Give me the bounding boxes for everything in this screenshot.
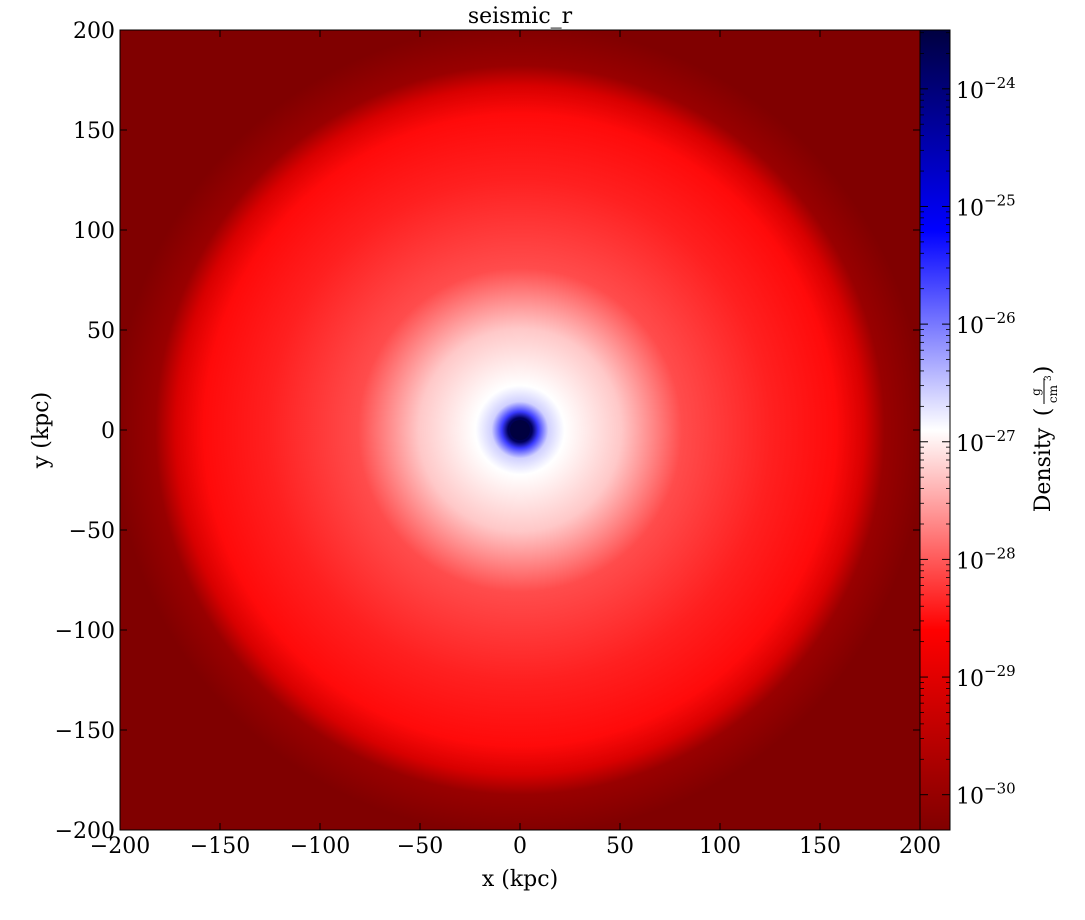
y-axis-label: y (kpc) [29,392,54,469]
x-tick-label: 0 [513,834,527,859]
colorbar-tick-label: 10−25 [956,191,1016,221]
colorbar-tick-label: 10−28 [956,544,1016,574]
y-axis-ticks: −200 −150 −100 −50 0 50 100 150 200 [55,19,920,844]
y-tick-label: −150 [55,719,115,744]
colorbar-ticks: 10−24 10−25 10−26 10−27 10−28 10−29 10−30 [920,32,1016,810]
y-tick-label: 150 [73,119,115,144]
y-tick-label: 50 [87,319,115,344]
x-tick-label: −50 [397,834,443,859]
colorbar-tick-label: 10−30 [956,780,1016,810]
x-axis-label: x (kpc) [482,867,558,892]
x-tick-label: −200 [90,834,150,859]
x-axis-ticks: −200 −150 −100 −50 0 50 100 150 200 [90,30,941,859]
x-tick-label: 100 [699,834,741,859]
colorbar-tick-label: 10−26 [956,309,1016,339]
colorbar-unit-numerator: g [1029,388,1043,396]
colorbar-tick-label: 10−29 [956,662,1016,692]
colorbar-unit-open-paren: ( [1031,408,1056,417]
density-core [510,420,530,440]
colorbar-tick-label: 10−27 [956,427,1016,457]
y-tick-label: −50 [69,519,115,544]
y-tick-label: 100 [73,219,115,244]
x-tick-label: −100 [290,834,350,859]
y-tick-label: 200 [73,19,115,44]
chart-title: seismic_r [468,4,573,29]
colorbar-unit-close-paren: ) [1031,366,1056,375]
density-image [120,30,920,830]
y-tick-label: −100 [55,619,115,644]
colorbar [919,29,951,831]
colorbar-tick-label: 10−24 [956,74,1016,104]
y-tick-label: 0 [101,419,115,444]
x-tick-label: 50 [606,834,634,859]
x-tick-label: 200 [899,834,941,859]
y-tick-label: −200 [55,819,115,844]
colorbar-unit-power: 3 [1044,375,1054,381]
x-tick-label: 150 [799,834,841,859]
x-tick-label: −150 [190,834,250,859]
colorbar-label-text: Density [1031,427,1056,512]
colorbar-label: Density ( g cm 3 ) [1029,366,1060,513]
colorbar-unit-denominator: cm [1046,384,1060,403]
